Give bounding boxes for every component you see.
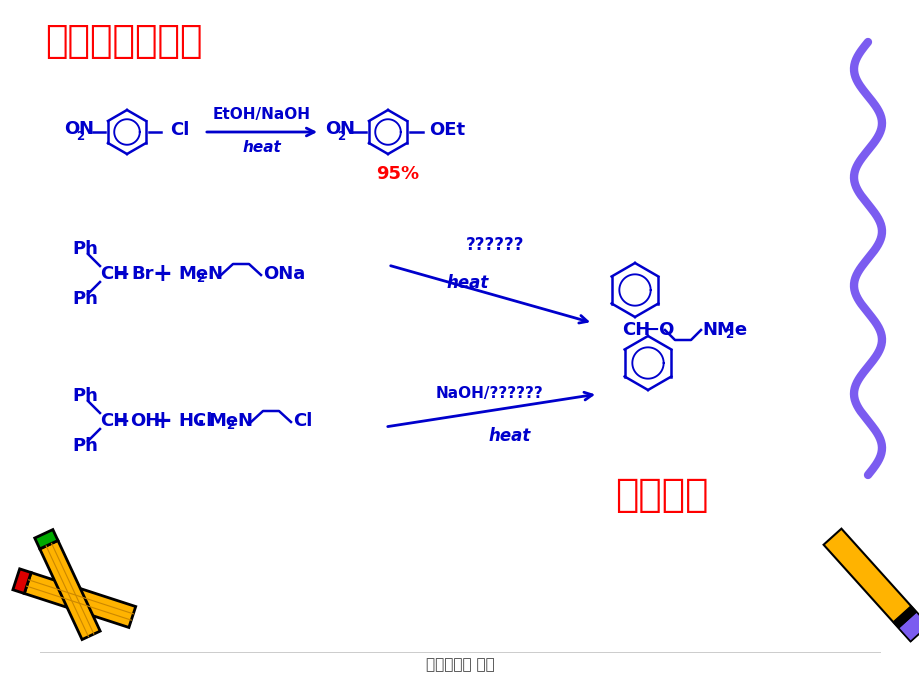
Text: 非拉西丁中间体: 非拉西丁中间体 xyxy=(45,24,202,60)
Text: NMe: NMe xyxy=(701,321,746,339)
Text: OH: OH xyxy=(130,412,160,430)
Text: Ph: Ph xyxy=(72,387,97,405)
Text: O: O xyxy=(325,120,340,138)
Polygon shape xyxy=(892,606,915,628)
Text: N: N xyxy=(339,120,354,138)
Text: heat: heat xyxy=(243,139,281,155)
Text: ??????: ?????? xyxy=(465,236,524,254)
Text: Ph: Ph xyxy=(72,240,97,258)
Text: +: + xyxy=(152,409,172,433)
Text: −: − xyxy=(114,411,130,431)
Text: CH: CH xyxy=(100,412,128,430)
Text: NaOH/??????: NaOH/?????? xyxy=(436,386,543,402)
Text: Me: Me xyxy=(177,265,208,283)
Text: Ph: Ph xyxy=(72,437,97,455)
Polygon shape xyxy=(35,530,58,549)
Text: +: + xyxy=(152,262,172,286)
Text: ·: · xyxy=(197,413,205,433)
Text: 95%: 95% xyxy=(376,165,419,183)
Text: HCl: HCl xyxy=(177,412,212,430)
Text: OEt: OEt xyxy=(428,121,465,139)
Text: Ph: Ph xyxy=(72,290,97,308)
Text: 2: 2 xyxy=(226,420,233,433)
Text: −O: −O xyxy=(643,321,674,339)
Text: Me: Me xyxy=(208,412,238,430)
Text: Br: Br xyxy=(130,265,153,283)
Text: N: N xyxy=(78,120,94,138)
Text: 2: 2 xyxy=(196,273,204,286)
Text: 2: 2 xyxy=(336,130,345,143)
Text: 2: 2 xyxy=(76,130,84,143)
Polygon shape xyxy=(24,573,136,627)
Text: 2: 2 xyxy=(724,328,732,342)
Text: Cl: Cl xyxy=(292,412,312,430)
Text: N: N xyxy=(237,412,252,430)
Text: 烷基化反应 最新: 烷基化反应 最新 xyxy=(425,658,494,673)
Text: N: N xyxy=(207,265,221,283)
Polygon shape xyxy=(13,569,31,593)
Text: 苯拉海明: 苯拉海明 xyxy=(614,476,708,514)
Text: Cl: Cl xyxy=(170,121,189,139)
Text: EtOH/NaOH: EtOH/NaOH xyxy=(213,108,311,123)
Polygon shape xyxy=(898,612,919,641)
Text: heat: heat xyxy=(488,427,530,445)
Text: CH: CH xyxy=(100,265,128,283)
Polygon shape xyxy=(40,540,100,640)
Text: O: O xyxy=(64,120,80,138)
Text: heat: heat xyxy=(447,274,489,292)
Polygon shape xyxy=(823,529,919,641)
Text: CH: CH xyxy=(621,321,650,339)
Text: ONa: ONa xyxy=(263,265,305,283)
Text: −: − xyxy=(114,264,130,284)
